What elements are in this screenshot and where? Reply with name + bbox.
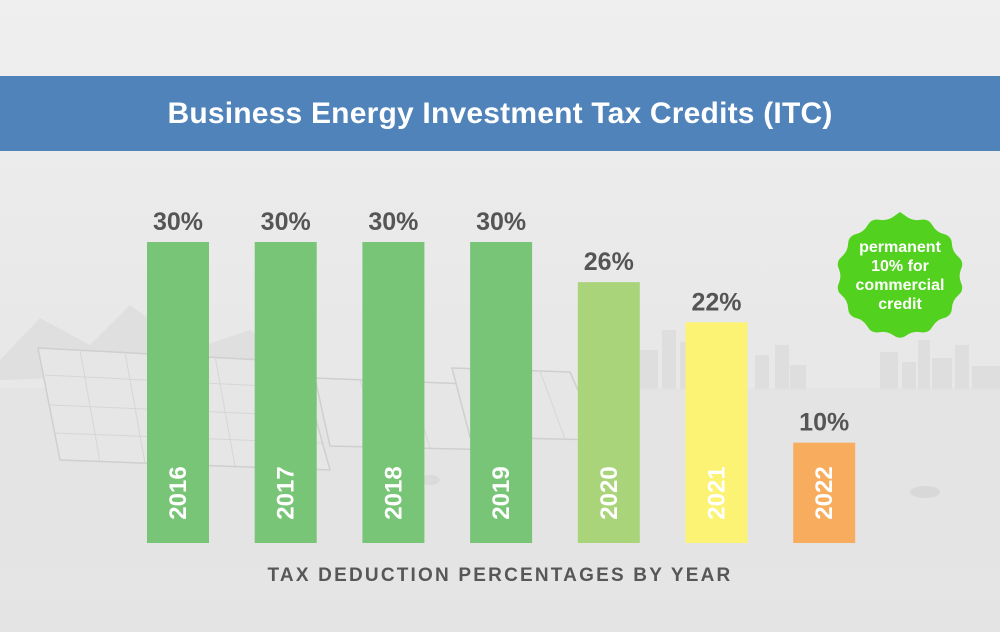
badge-line: commercial xyxy=(855,277,945,294)
value-label: 26% xyxy=(584,248,634,276)
bar-2021 xyxy=(685,322,748,543)
badge-text: permanent 10% for commercial credit xyxy=(822,238,978,314)
value-label: 30% xyxy=(153,208,203,236)
x-axis-label: TAX DEDUCTION PERCENTAGES BY YEAR xyxy=(267,565,733,586)
badge-line: credit xyxy=(878,296,922,313)
title-banner: Business Energy Investment Tax Credits (… xyxy=(0,76,1000,151)
value-label: 30% xyxy=(476,208,526,236)
bar-2016 xyxy=(147,242,209,543)
bar-2020 xyxy=(577,282,640,543)
badge-line: 10% for xyxy=(871,258,929,275)
value-label: 22% xyxy=(691,288,741,316)
bar-2017 xyxy=(254,242,317,543)
category-label: 2016 xyxy=(165,466,192,519)
category-label: 2017 xyxy=(273,466,300,519)
category-label: 2021 xyxy=(704,466,731,519)
value-label: 30% xyxy=(261,208,311,236)
value-label: 10% xyxy=(799,409,849,437)
bar-2022 xyxy=(793,442,856,543)
badge-line: permanent xyxy=(859,239,941,256)
bar-2019 xyxy=(470,242,533,543)
category-label: 2018 xyxy=(380,466,407,519)
badge-burst-shape xyxy=(837,212,963,338)
category-label: 2022 xyxy=(811,466,838,519)
value-label: 30% xyxy=(368,208,418,236)
category-label: 2020 xyxy=(596,466,623,519)
bar-2018 xyxy=(362,242,425,543)
category-label: 2019 xyxy=(488,466,515,519)
permanent-credit-badge: permanent 10% for commercial credit xyxy=(822,208,978,343)
chart-title: Business Energy Investment Tax Credits (… xyxy=(167,96,833,130)
